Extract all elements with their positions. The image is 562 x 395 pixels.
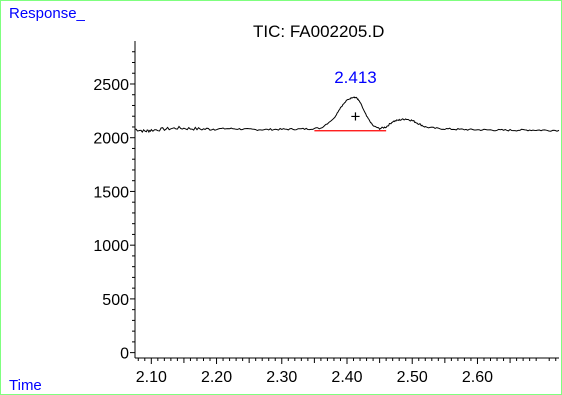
y-axis-label: Response_	[9, 5, 85, 22]
y-tick-label: 1000	[93, 238, 129, 255]
tic-trace-line	[134, 96, 560, 134]
chart-title: TIC: FA002205.D	[253, 22, 385, 41]
x-tick-label: 2.30	[266, 369, 297, 386]
peak-label: 2.413	[334, 68, 377, 87]
y-tick-label: 2500	[93, 77, 129, 94]
x-tick-label: 2.40	[331, 369, 362, 386]
x-tick-label: 2.20	[201, 369, 232, 386]
x-tick-label: 2.60	[462, 369, 493, 386]
x-axis-label: Time	[9, 377, 42, 394]
x-tick-label: 2.50	[397, 369, 428, 386]
y-tick-label: 1500	[93, 184, 129, 201]
peak-apex-marker: +	[351, 107, 361, 126]
x-tick-label: 2.10	[136, 369, 167, 386]
y-tick-label: 0	[120, 346, 129, 363]
y-tick-label: 2000	[93, 131, 129, 148]
y-tick-label: 500	[102, 292, 129, 309]
